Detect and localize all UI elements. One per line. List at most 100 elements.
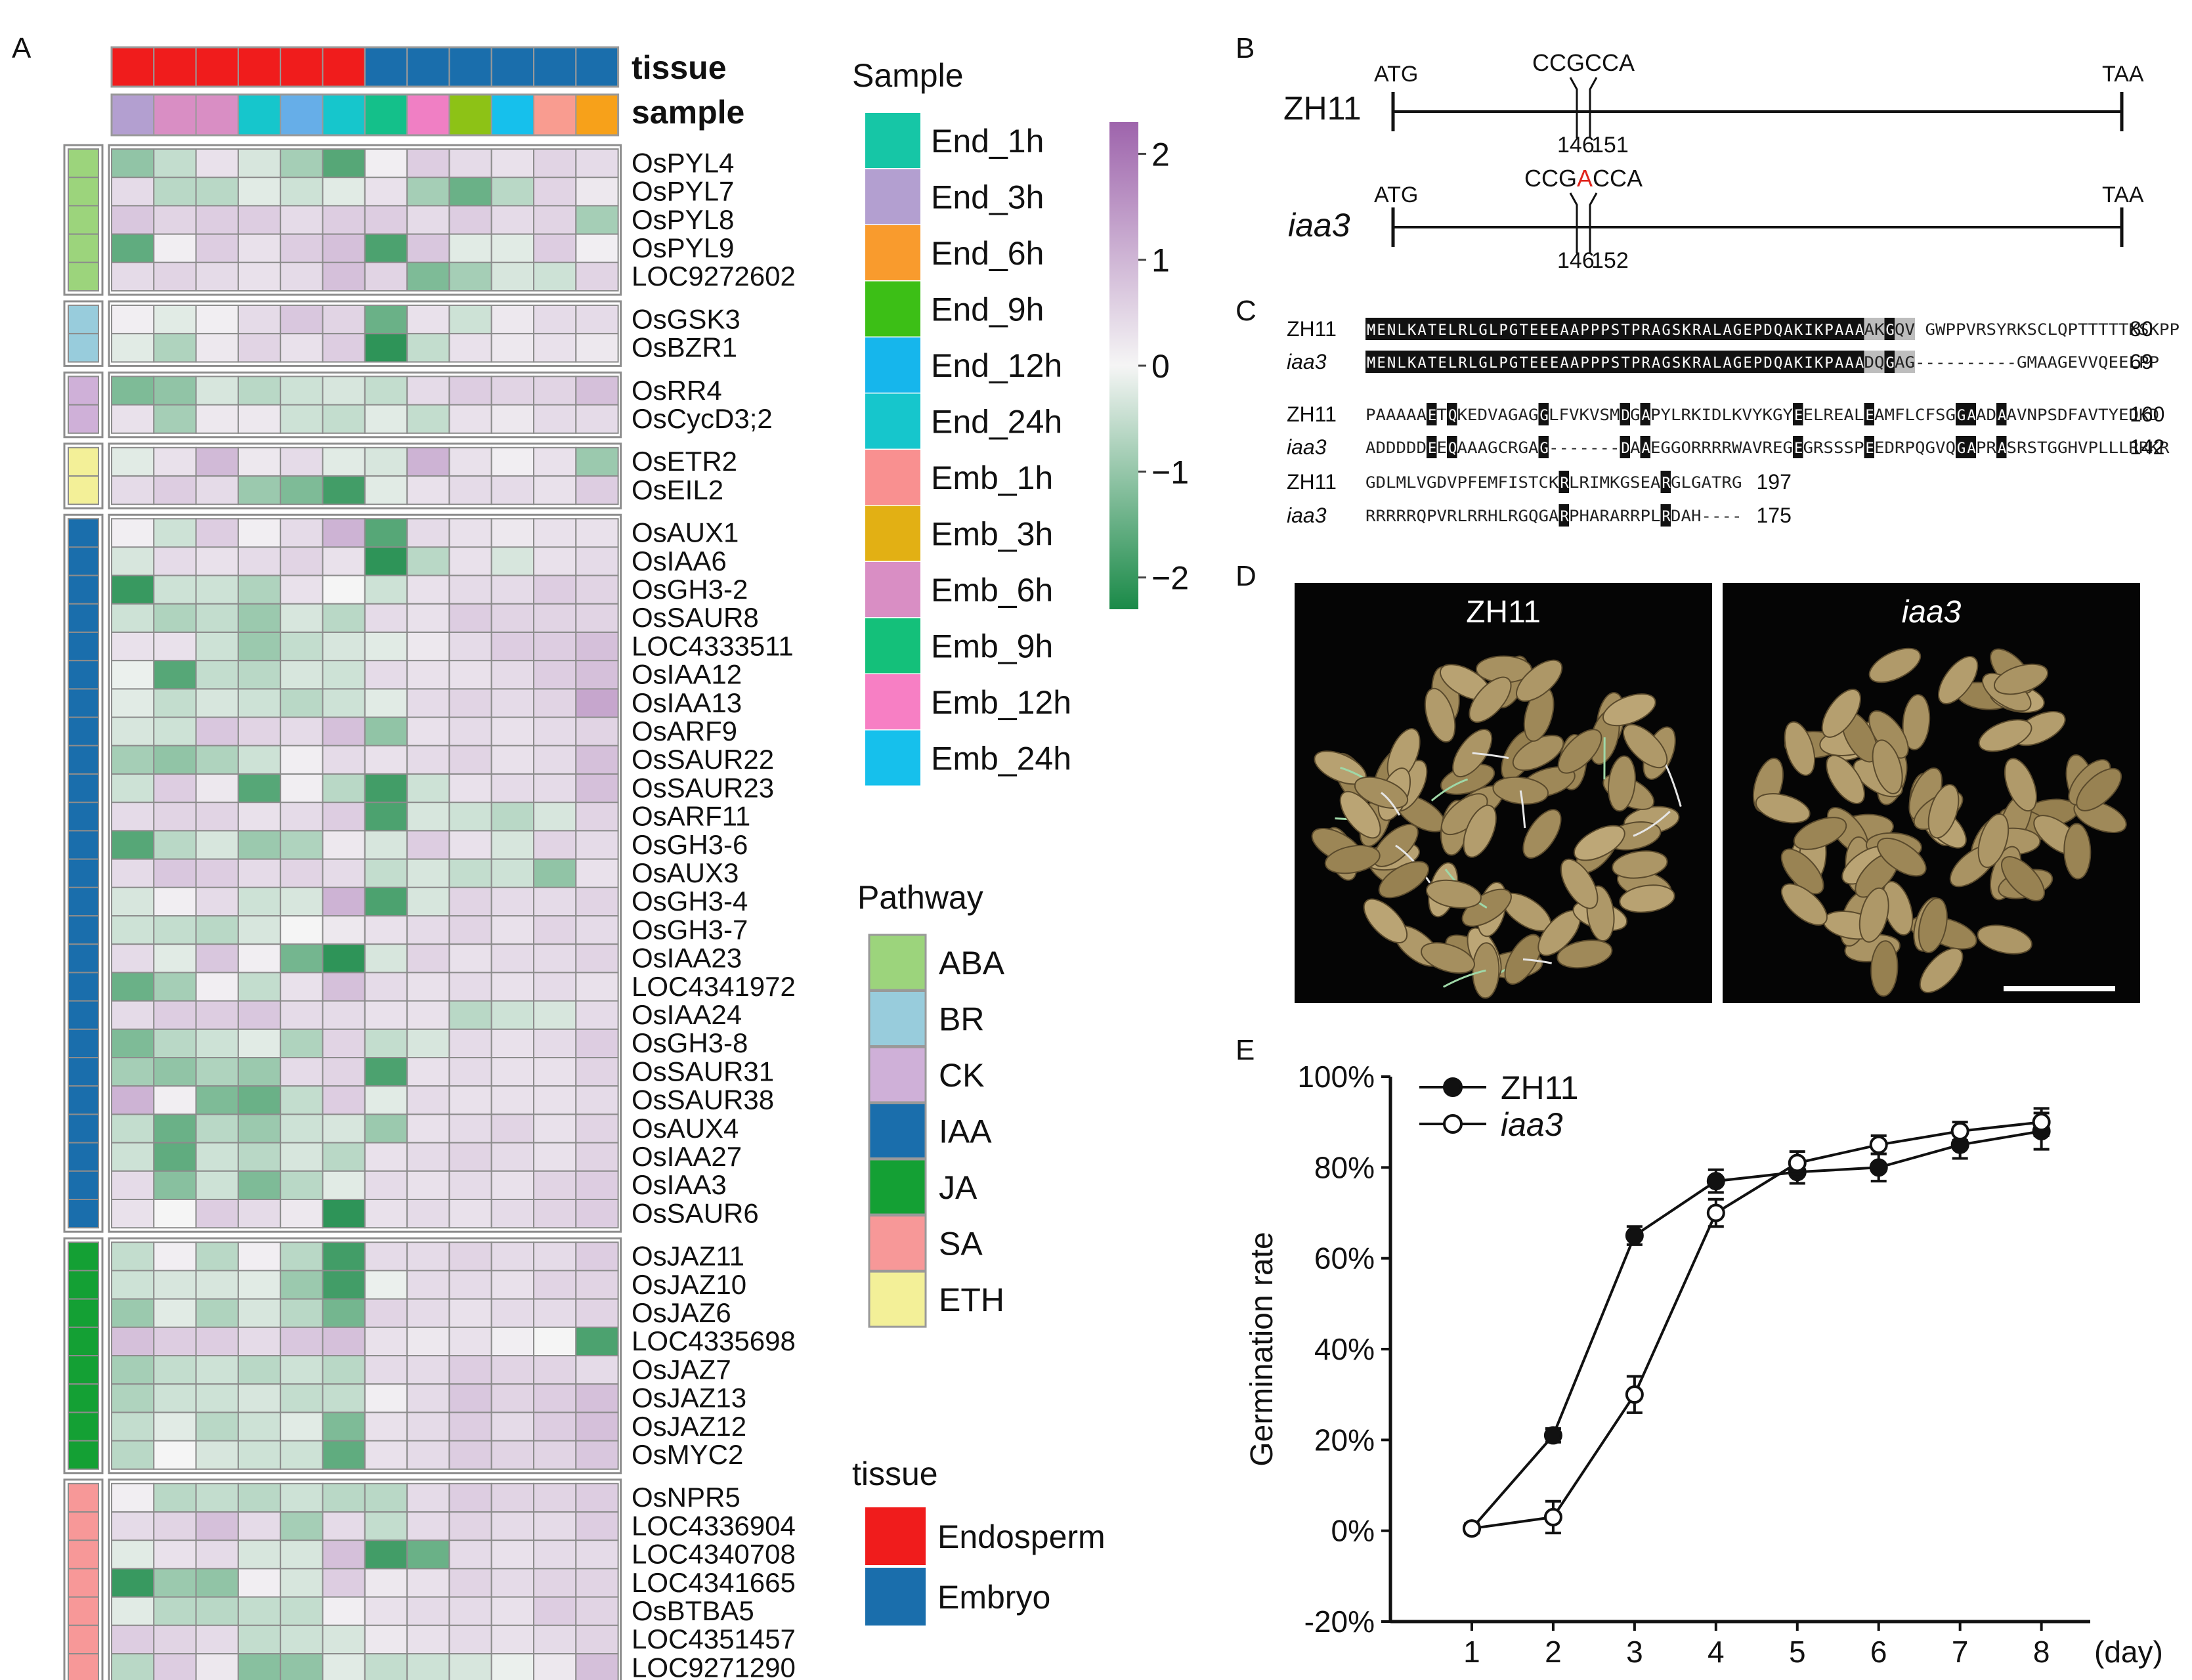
gene-label: OsSAUR31: [632, 1056, 774, 1087]
rice-seed: [1574, 825, 1625, 861]
alignment-shade: [1497, 351, 1508, 373]
heatmap-cell: [280, 1653, 324, 1680]
alignment-shade: [1589, 318, 1600, 340]
heatmap-cell: [490, 1241, 535, 1272]
sample-row-label: sample: [632, 94, 744, 131]
alignment-residue: P: [1753, 355, 1762, 372]
heatmap-cell: [153, 1440, 197, 1470]
alignment-shade: [1966, 403, 1976, 425]
alignment-shade: [1436, 318, 1447, 340]
heatmap-cell: [237, 1596, 282, 1626]
heatmap-cell: [533, 177, 577, 207]
heatmap-cell: [237, 518, 282, 548]
alignment-shade: [1721, 318, 1732, 340]
pathway-legend-swatch: [868, 1102, 927, 1159]
heatmap-cell: [364, 858, 408, 888]
heatmap-cell: [575, 1355, 619, 1385]
heatmap-cell: [111, 632, 155, 662]
alignment-shade: [1569, 318, 1580, 340]
alignment-residue: E: [1794, 408, 1803, 424]
alignment-shade: [1558, 504, 1569, 527]
heatmap-cell: [153, 475, 197, 506]
rice-seed: [1877, 837, 1927, 877]
gene-label: OsSAUR8: [632, 602, 759, 633]
heatmap-cell: [322, 233, 366, 263]
heatmap-cell: [322, 1383, 366, 1413]
heatmap-cell: [448, 830, 492, 860]
heatmap-cell: [195, 233, 239, 263]
heatmap-cell: [406, 574, 450, 605]
rice-seed: [1780, 883, 1828, 926]
heatmap-cell: [364, 1482, 408, 1513]
pathway-cell: [68, 446, 99, 477]
sample-legend-swatch: [865, 730, 920, 786]
heatmap-cell: [533, 574, 577, 605]
heatmap-cell: [364, 915, 408, 945]
alignment-shade: [1721, 351, 1732, 373]
heatmap-cell: [195, 660, 239, 690]
alignment-shade: [1996, 403, 2007, 425]
alignment-shade: [1793, 403, 1803, 425]
pathway-cell: [68, 1596, 99, 1626]
heatmap-cell: [364, 1170, 408, 1201]
heatmap-cell: [575, 546, 619, 576]
heatmap-cell: [406, 1142, 450, 1172]
heatmap-cell: [111, 1596, 155, 1626]
heatmap-cell: [280, 688, 324, 718]
heatmap-cell: [280, 1624, 324, 1655]
heatmap-cell: [237, 744, 282, 775]
alignment-residue: A: [1560, 355, 1569, 372]
heatmap-cell: [111, 261, 155, 291]
pathway-cell: [68, 546, 99, 576]
pathway-cell: [68, 177, 99, 207]
heatmap-cell: [322, 261, 366, 291]
alignment-shade: [1549, 318, 1559, 340]
heatmap-cell: [364, 233, 408, 263]
alignment-residue: T: [1622, 322, 1630, 339]
alignment-shade: [1457, 351, 1467, 373]
pathway-cell: [68, 1113, 99, 1144]
rice-seed: [1425, 879, 1482, 909]
heatmap-cell: [280, 744, 324, 775]
heatmap-cell: [364, 261, 408, 291]
heatmap-cell: [237, 305, 282, 335]
alignment-shade: [1843, 351, 1854, 373]
alignment-residue: P: [1631, 322, 1640, 339]
heatmap-cell: [406, 886, 450, 917]
heatmap-cell: [533, 632, 577, 662]
heatmap-cell: [195, 305, 239, 335]
heatmap-cell: [533, 1113, 577, 1144]
heatmap-cell: [195, 632, 239, 662]
heatmap-cell: [195, 1170, 239, 1201]
alignment-residue: A: [1855, 322, 1864, 339]
alignment-shade: [1488, 318, 1498, 340]
heatmap-cell: [406, 1482, 450, 1513]
gene-label: OsIAA27: [632, 1141, 742, 1172]
site-sequence: CCGCCA: [1532, 49, 1635, 76]
alignment-residue: N: [1387, 355, 1396, 372]
pathway-cell: [68, 475, 99, 506]
sample-cell: [322, 94, 366, 136]
alignment-shade: [1630, 351, 1641, 373]
heatmap-cell: [195, 1028, 239, 1059]
data-point: [2032, 1113, 2051, 1132]
seq-part-left: CCG: [1524, 165, 1577, 192]
sample-cell: [406, 94, 450, 136]
heatmap-cell: [280, 858, 324, 888]
x-unit-label: (day): [2094, 1635, 2163, 1669]
heatmap-cell: [280, 446, 324, 477]
data-point: [1706, 1172, 1725, 1191]
heatmap-cell: [575, 446, 619, 477]
heatmap-cell: [490, 333, 535, 363]
rice-seed: [1522, 809, 1562, 859]
sample-legend-swatch: [865, 169, 920, 225]
alignment-shade: [1732, 318, 1742, 340]
heatmap-cell: [364, 1326, 408, 1357]
heatmap-cell: [575, 744, 619, 775]
alignment-shade: [1823, 351, 1834, 373]
alignment-seq-name: iaa3: [1287, 504, 1327, 527]
alignment-residue: R: [1692, 355, 1702, 372]
gene-label: OsSAUR22: [632, 744, 774, 775]
data-point: [1869, 1135, 1888, 1154]
heatmap-cell: [575, 1411, 619, 1442]
